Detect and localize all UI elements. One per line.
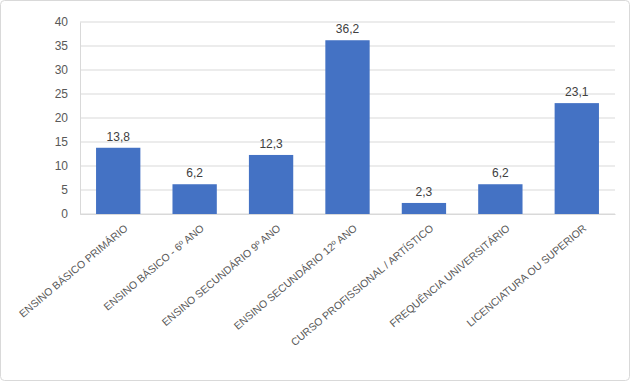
y-axis: 0 5 10 15 20 25 30 35 40 <box>55 15 81 221</box>
y-tick-label: 25 <box>55 87 69 101</box>
x-tick: ENSINO SECUNDÁRIO 12º ANO <box>231 214 359 332</box>
x-axis: ENSINO BÁSICO PRIMÁRIOENSINO BÁSICO - 6º… <box>17 214 616 348</box>
bar <box>402 203 446 214</box>
data-labels: 13,8 6,2 12,3 36,2 2,3 6,2 23,1 <box>107 22 589 199</box>
y-tick: 5 <box>61 183 80 197</box>
data-label: 23,1 <box>565 85 589 99</box>
x-tick-label: LICENCIATURA OU SUPERIOR <box>464 221 589 328</box>
x-tick: CURSO PROFISSIONAL / ARTÍSTICO <box>288 214 435 348</box>
x-tick-label: FREQUÊNCIA UNIVERSITÁRIO <box>387 222 512 329</box>
x-tick: FREQUÊNCIA UNIVERSITÁRIO <box>387 214 512 329</box>
bar <box>172 184 216 214</box>
y-axis-line <box>80 23 81 215</box>
data-label: 2,3 <box>416 185 433 199</box>
y-tick-label: 35 <box>55 39 69 53</box>
y-tick-label: 10 <box>55 159 69 173</box>
x-tick: LICENCIATURA OU SUPERIOR <box>464 214 589 329</box>
x-tick: ENSINO SECUNDÁRIO 9º ANO <box>159 214 282 328</box>
y-tick-label: 0 <box>61 207 68 221</box>
y-tick: 20 <box>55 111 80 125</box>
x-tick-label: ENSINO SECUNDÁRIO 12º ANO <box>231 222 359 332</box>
y-tick: 15 <box>55 135 80 149</box>
x-tick-label: CURSO PROFISSIONAL / ARTÍSTICO <box>288 222 435 348</box>
data-label: 6,2 <box>186 166 203 180</box>
y-tick-label: 40 <box>55 15 69 29</box>
data-label: 12,3 <box>259 137 283 151</box>
grid <box>80 22 615 214</box>
chart: 0 5 10 15 20 25 30 35 40 ENSINO BÁSICO PRIMÁRIOEN… <box>0 0 630 381</box>
data-label: 13,8 <box>107 130 131 144</box>
y-tick: 35 <box>55 39 80 53</box>
data-label: 6,2 <box>492 166 509 180</box>
chart-frame <box>1 1 630 381</box>
bar <box>478 184 522 214</box>
y-tick: 10 <box>55 159 80 173</box>
x-tick-label: ENSINO SECUNDÁRIO 9º ANO <box>159 222 282 328</box>
x-axis-line <box>81 214 616 215</box>
bar <box>325 40 369 214</box>
y-tick: 25 <box>55 87 80 101</box>
y-tick-label: 20 <box>55 111 69 125</box>
y-tick: 0 <box>61 207 80 221</box>
bar <box>555 103 599 214</box>
y-tick-label: 5 <box>61 183 68 197</box>
plot: 0 5 10 15 20 25 30 35 40 ENSINO BÁSICO PRIMÁRIOEN… <box>17 15 616 348</box>
y-tick: 40 <box>55 15 80 29</box>
bars <box>96 40 599 214</box>
y-tick-label: 15 <box>55 135 69 149</box>
y-tick-label: 30 <box>55 63 69 77</box>
y-tick: 30 <box>55 63 80 77</box>
bar <box>96 148 140 214</box>
bar <box>249 155 293 214</box>
data-label: 36,2 <box>336 22 360 36</box>
